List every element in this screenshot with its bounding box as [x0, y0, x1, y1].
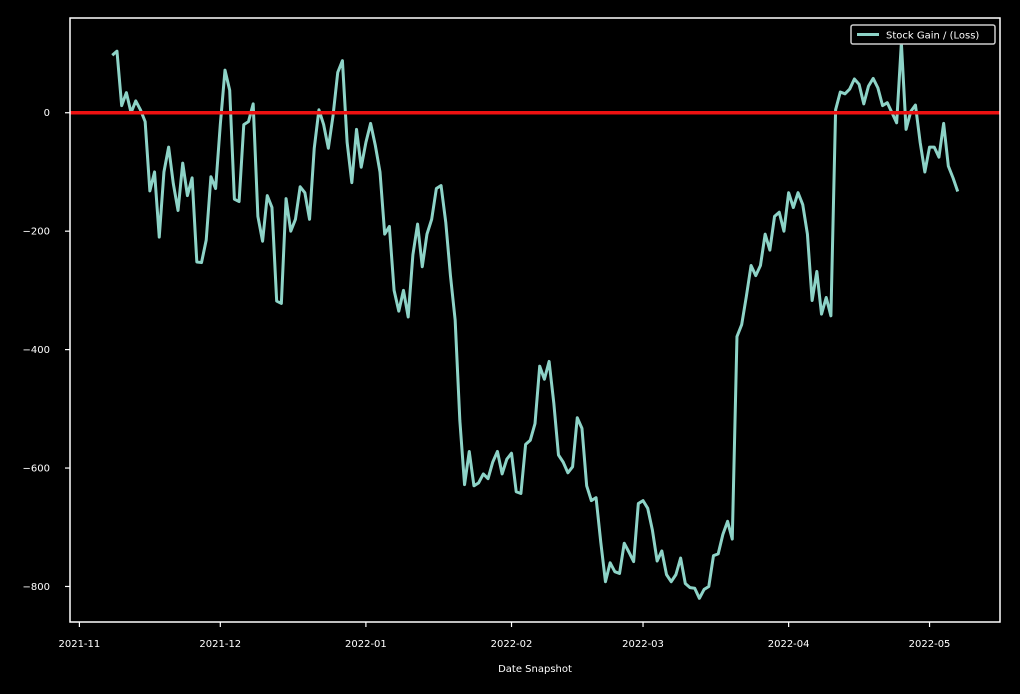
plot-layer — [70, 41, 1000, 600]
y-tick-label: −400 — [23, 345, 50, 356]
x-tick-label: 2022-04 — [768, 639, 810, 650]
y-tick-label: −600 — [23, 464, 50, 475]
x-axis-title: Date Snapshot — [498, 664, 572, 675]
x-tick-label: 2021-12 — [199, 639, 241, 650]
axes-layer: 2021-11 2021-12 2022-01 2022-02 2022-03 2022-… — [23, 17, 1001, 650]
x-tick-label: 2022-02 — [491, 639, 533, 650]
legend-label: Stock Gain / (Loss) — [886, 31, 979, 42]
y-tick-label: −200 — [23, 227, 50, 238]
plot-frame — [69, 17, 1001, 623]
x-tick-label: 2022-01 — [345, 639, 387, 650]
x-tick-label: 2022-05 — [909, 639, 951, 650]
x-tick-label: 2021-11 — [58, 639, 100, 650]
legend: Stock Gain / (Loss) — [850, 24, 996, 45]
legend-box — [850, 24, 996, 45]
x-tick-label: 2022-03 — [622, 639, 664, 650]
y-tick-label: 0 — [44, 108, 50, 119]
y-tick-label: −800 — [23, 582, 50, 593]
series-line-0 — [111, 41, 960, 600]
